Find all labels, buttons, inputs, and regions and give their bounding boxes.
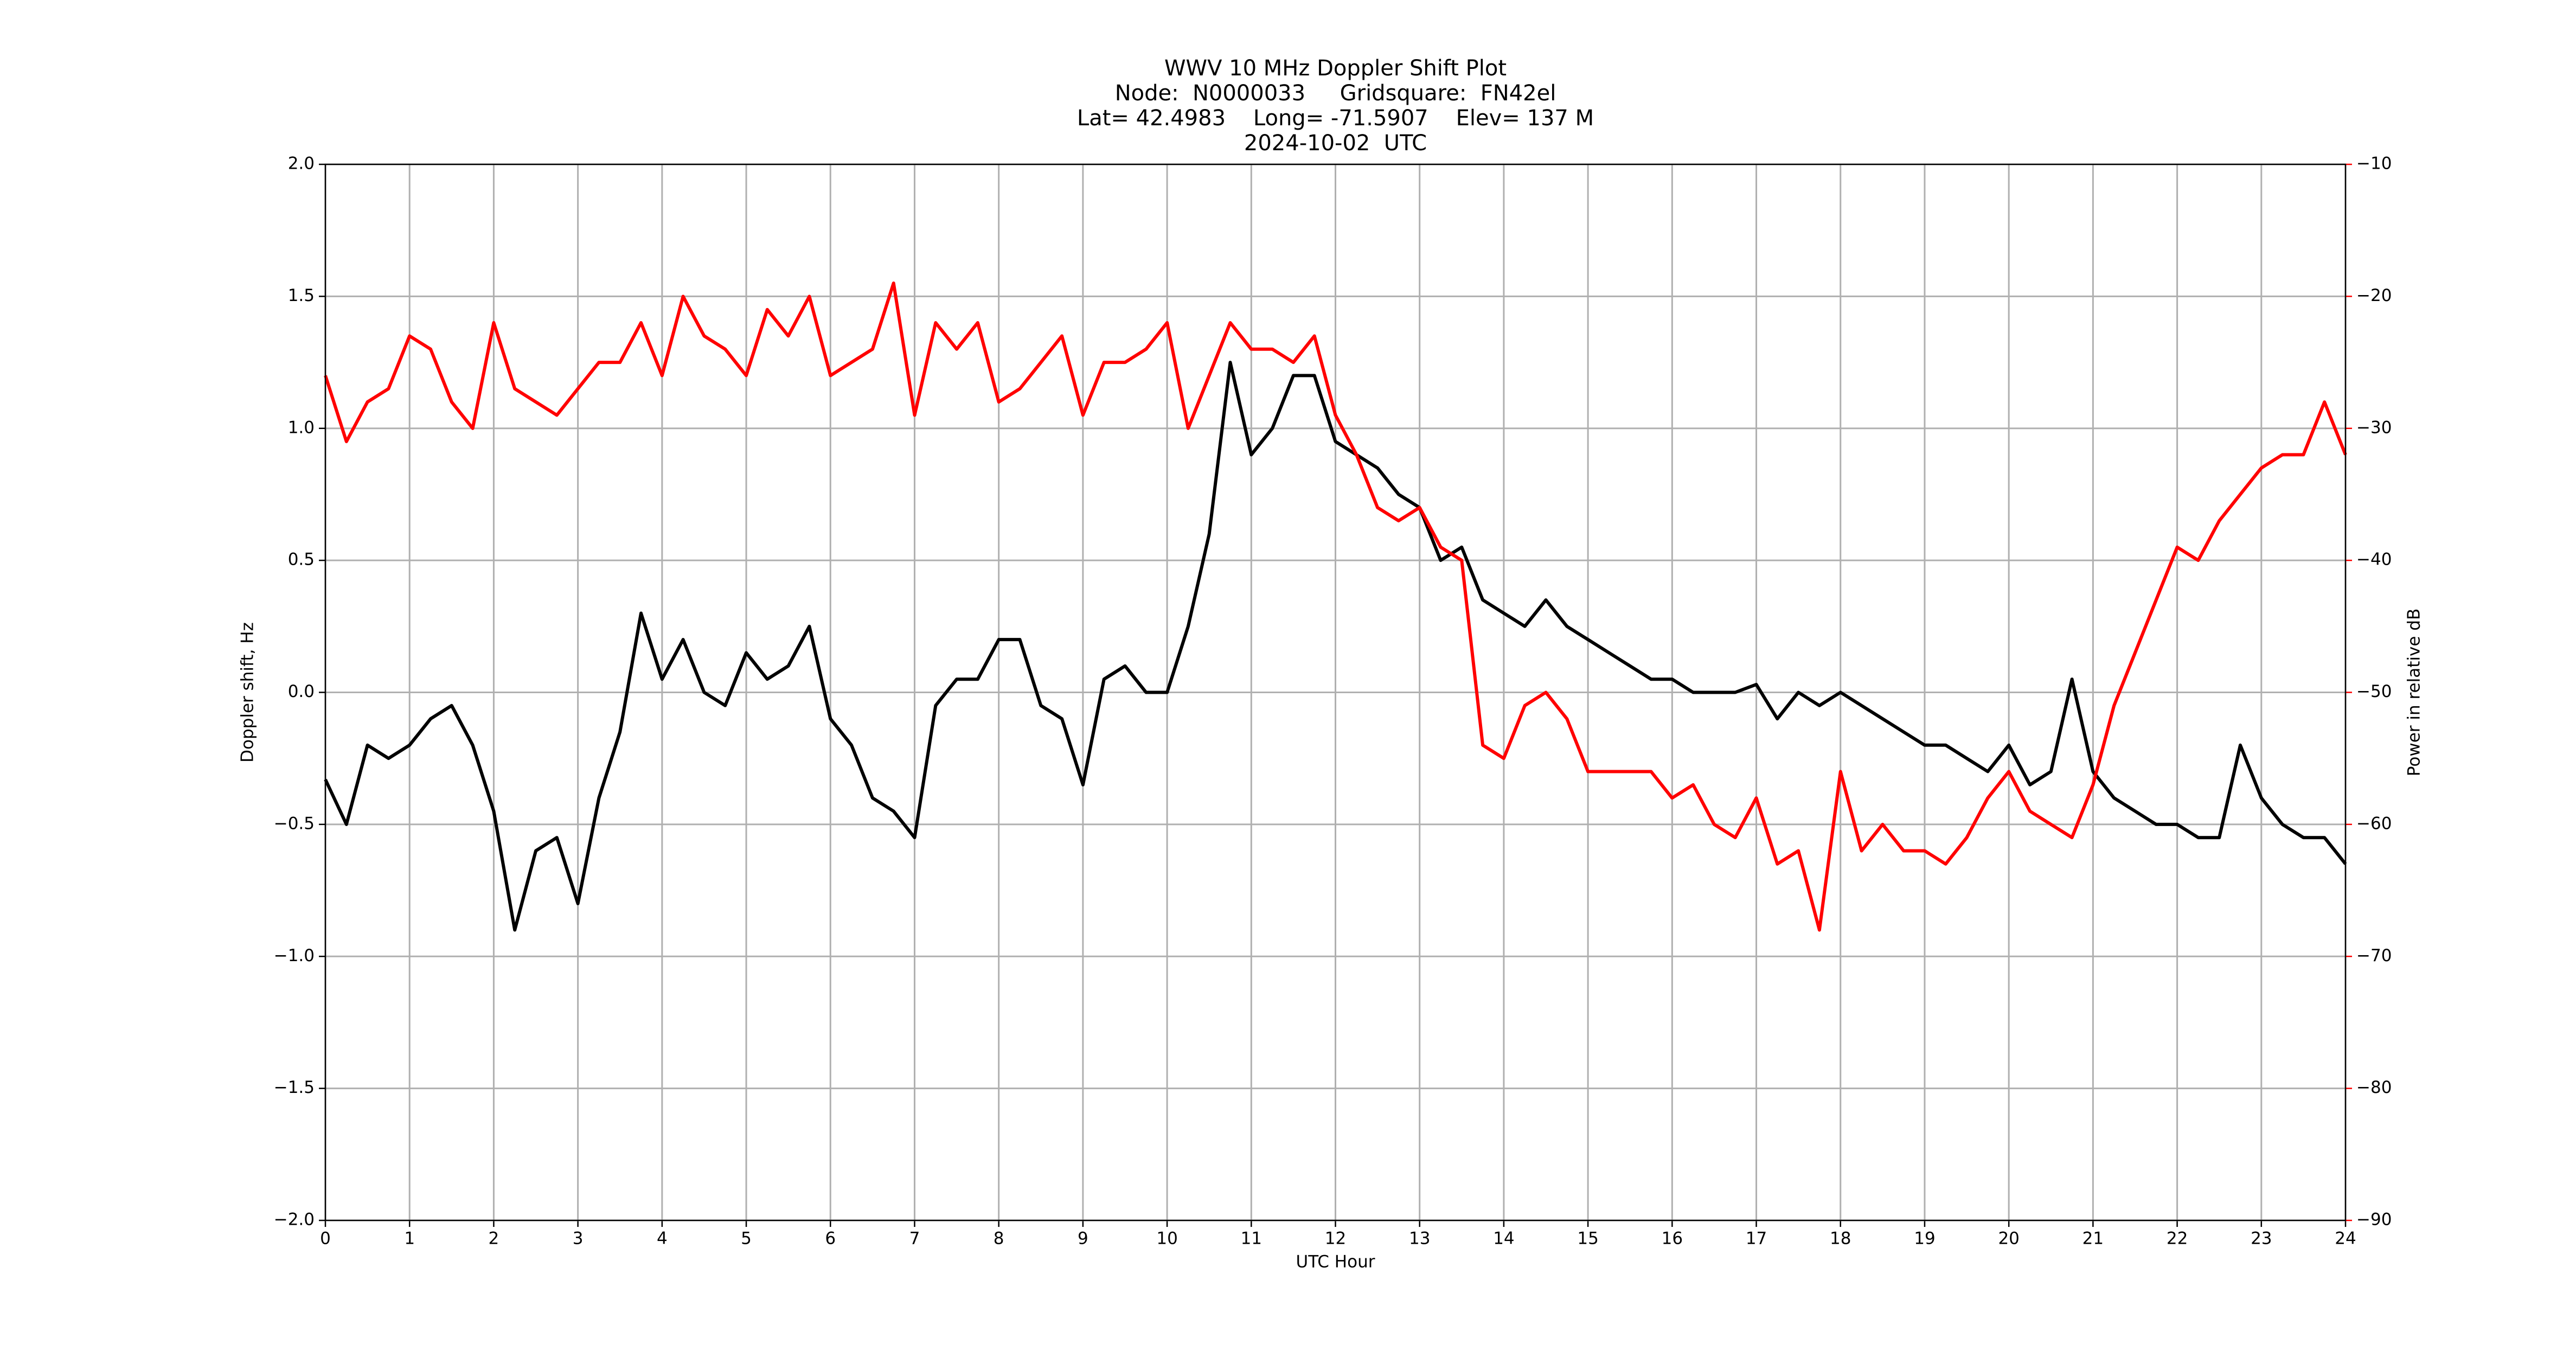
x-tick-label: 14 <box>1493 1229 1514 1249</box>
y2-tick-label: −70 <box>2356 946 2392 965</box>
y2-tick-label: −40 <box>2356 550 2392 570</box>
y2-tick-label: −90 <box>2356 1210 2392 1230</box>
x-tick-label: 3 <box>573 1229 584 1249</box>
x-tick-label: 12 <box>1325 1229 1346 1249</box>
plot-frame <box>324 163 2347 1221</box>
x-tick-label: 4 <box>657 1229 668 1249</box>
y2-tick-label: −60 <box>2356 814 2392 833</box>
x-tick-label: 6 <box>825 1229 836 1249</box>
y-tick-label: 0.5 <box>288 550 315 570</box>
x-axis-label: UTC Hour <box>1296 1252 1375 1272</box>
x-tick-label: 15 <box>1577 1229 1598 1249</box>
y2-tick-label: −20 <box>2356 286 2392 305</box>
x-tick-label: 7 <box>909 1229 920 1249</box>
x-tick-label: 18 <box>1830 1229 1851 1249</box>
y2-tick-label: −50 <box>2356 682 2392 701</box>
chart-title: Node: N0000033 Gridsquare: FN42el <box>1115 81 1556 106</box>
chart-title: Lat= 42.4983 Long= -71.5907 Elev= 137 M <box>1077 106 1594 131</box>
y-axis-label: Doppler shift, Hz <box>238 622 258 763</box>
y-tick-label: −2.0 <box>274 1210 315 1230</box>
y-tick-label: 2.0 <box>288 154 315 174</box>
x-tick-label: 21 <box>2082 1229 2104 1249</box>
x-tick-label: 5 <box>741 1229 752 1249</box>
chart-title: 2024-10-02 UTC <box>1244 131 1427 156</box>
y-tick-label: 0.0 <box>288 682 315 701</box>
series-line <box>324 361 2347 932</box>
x-tick-label: 19 <box>1914 1229 1935 1249</box>
x-tick-label: 17 <box>1746 1229 1767 1249</box>
x-tick-label: 20 <box>1998 1229 2019 1249</box>
x-tick-label: 9 <box>1078 1229 1088 1249</box>
x-tick-label: 0 <box>320 1229 331 1249</box>
y-tick-label: −1.5 <box>274 1078 315 1097</box>
y2-tick-label: −30 <box>2356 418 2392 437</box>
y2-axis-label: Power in relative dB <box>2405 609 2424 776</box>
chart-title: WWV 10 MHz Doppler Shift Plot <box>1164 56 1507 81</box>
y-tick-label: 1.5 <box>288 286 315 305</box>
x-tick-label: 22 <box>2167 1229 2188 1249</box>
x-tick-label: 23 <box>2251 1229 2272 1249</box>
x-tick-label: 10 <box>1156 1229 1177 1249</box>
y2-tick-label: −10 <box>2356 154 2392 174</box>
x-tick-label: 24 <box>2335 1229 2356 1249</box>
x-tick-label: 1 <box>404 1229 415 1249</box>
x-tick-label: 13 <box>1409 1229 1430 1249</box>
series-line <box>324 282 2347 932</box>
y-tick-label: −0.5 <box>274 814 315 833</box>
x-tick-label: 2 <box>489 1229 499 1249</box>
x-tick-label: 16 <box>1662 1229 1683 1249</box>
x-tick-label: 11 <box>1241 1229 1262 1249</box>
y-tick-label: 1.0 <box>288 418 315 437</box>
x-tick-label: 8 <box>994 1229 1004 1249</box>
y-tick-label: −1.0 <box>274 946 315 965</box>
y2-tick-label: −80 <box>2356 1078 2392 1097</box>
